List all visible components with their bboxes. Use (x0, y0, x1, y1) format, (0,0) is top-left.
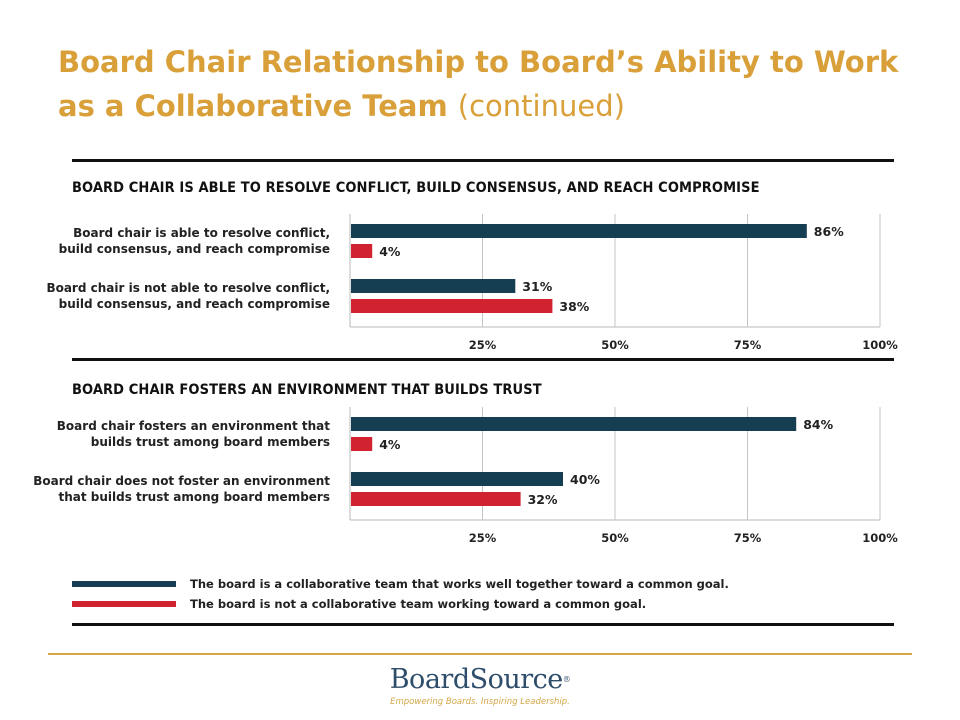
data-label: 38% (559, 299, 589, 314)
bar (351, 279, 516, 293)
legend-item-collaborative: The board is a collaborative team that w… (72, 576, 729, 592)
data-label: 32% (528, 492, 558, 507)
legend-swatch-collaborative (72, 581, 176, 587)
category-label: Board chair is able to resolve conflict, (73, 226, 330, 240)
bar (351, 299, 553, 313)
logo-mark: ® (562, 675, 571, 684)
legend-label-not-collaborative: The board is not a collaborative team wo… (190, 597, 647, 611)
chart-1-title: BOARD CHAIR IS ABLE TO RESOLVE CONFLICT,… (72, 180, 760, 196)
bar (351, 417, 797, 431)
bar (351, 224, 807, 238)
x-tick-label: 75% (734, 338, 762, 352)
footer-rule (48, 653, 912, 655)
category-label: Board chair does not foster an environme… (33, 474, 330, 488)
legend-swatch-not-collaborative (72, 601, 176, 607)
chart-2: 25% 50% 75% 100% Board chair fosters an envi… (33, 407, 898, 545)
page-title-main: Board Chair Relationship to Board’s Abil… (58, 45, 899, 123)
category-label: that builds trust among board members (58, 490, 330, 504)
legend-label-collaborative: The board is a collaborative team that w… (190, 577, 729, 591)
category-label: build consensus, and reach compromise (59, 297, 330, 311)
data-label: 4% (379, 437, 401, 452)
data-label: 84% (803, 417, 833, 432)
bar (351, 472, 563, 486)
x-tick-label: 50% (601, 531, 629, 545)
data-label: 31% (522, 279, 552, 294)
bar (351, 437, 373, 451)
legend-item-not-collaborative: The board is not a collaborative team wo… (72, 596, 646, 612)
page-title: Board Chair Relationship to Board’s Abil… (58, 40, 938, 128)
category-label: Board chair is not able to resolve confl… (46, 281, 330, 295)
category-label: builds trust among board members (91, 435, 330, 449)
category-label: Board chair fosters an environment that (57, 419, 330, 433)
bar (351, 492, 521, 506)
section-divider-middle (72, 358, 894, 361)
data-label: 40% (570, 472, 600, 487)
x-tick-label: 100% (862, 338, 898, 352)
x-tick-label: 100% (862, 531, 898, 545)
x-tick-label: 75% (734, 531, 762, 545)
section-divider-top (72, 159, 894, 162)
bar (351, 244, 373, 258)
logo-tagline: Empowering Boards. Inspiring Leadership. (390, 697, 570, 707)
x-tick-label: 25% (469, 531, 497, 545)
boardsource-logo: BoardSource® (0, 663, 960, 697)
logo-text: BoardSource (389, 664, 564, 695)
page-title-suffix: (continued) (457, 89, 625, 123)
data-label: 86% (814, 224, 844, 239)
x-tick-label: 50% (601, 338, 629, 352)
chart-2-title: BOARD CHAIR FOSTERS AN ENVIRONMENT THAT … (72, 382, 542, 398)
chart-1: 25% 50% 75% 100% Board chair is able to reso… (46, 214, 898, 352)
section-divider-bottom (72, 623, 894, 626)
x-tick-label: 25% (469, 338, 497, 352)
data-label: 4% (379, 244, 401, 259)
category-label: build consensus, and reach compromise (59, 242, 330, 256)
